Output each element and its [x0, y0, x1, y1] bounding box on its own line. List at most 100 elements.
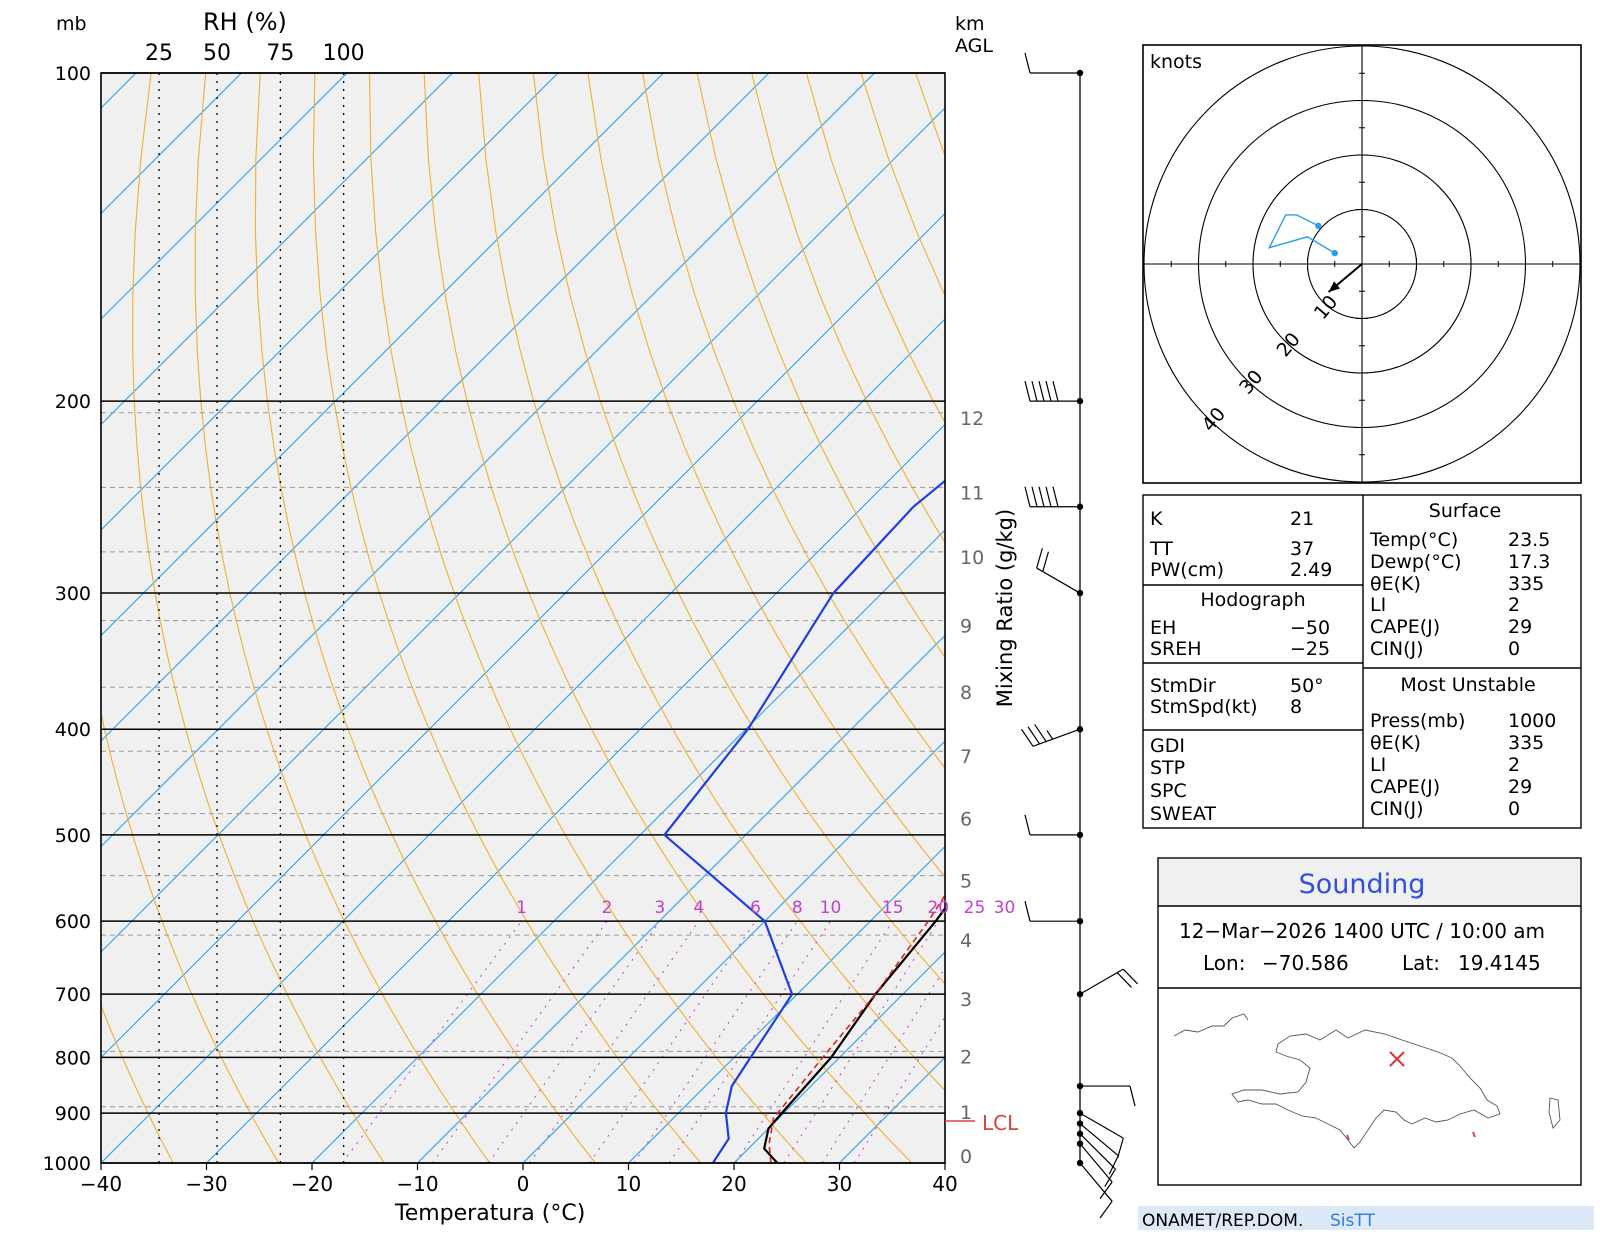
most-unstable-header: Most Unstable	[1400, 674, 1535, 696]
wind-barb-shaft	[1079, 1162, 1113, 1202]
wind-barb	[1076, 1109, 1124, 1159]
height-tick-label: 2	[960, 1046, 972, 1068]
mixing-ratio-line	[432, 920, 608, 1163]
isotherm-line	[101, 73, 875, 848]
pressure-tick-label: 100	[55, 63, 91, 85]
rh-label: RH (%)	[203, 8, 287, 36]
gdi-label: GDI	[1150, 735, 1185, 757]
wind-barb-flag	[1020, 728, 1034, 747]
footer-brand: SisTT	[1330, 1211, 1375, 1231]
surface-header: Surface	[1429, 500, 1501, 522]
dry-adiabat-line	[641, 73, 945, 770]
wind-barb-flag	[1034, 724, 1047, 742]
wind-barb-shaft	[1079, 968, 1124, 995]
dry-adiabat-line	[132, 73, 385, 1163]
stmdir-label: StmDir	[1150, 675, 1216, 697]
wind-barb-flag	[1024, 52, 1031, 74]
mu-press-value: 1000	[1508, 710, 1556, 732]
wind-barb-strip	[1020, 52, 1139, 1219]
mu-cin-label: CIN(J)	[1370, 798, 1424, 820]
mixing-ratio-axis-label: Mixing Ratio (g/kg)	[993, 509, 1017, 707]
dry-adiabat-line	[478, 73, 945, 1092]
mixing-ratio-label: 3	[654, 898, 665, 918]
footer-org: ONAMET/REP.DOM.	[1142, 1211, 1303, 1231]
dry-adiabat-line	[423, 73, 913, 1163]
li-value: 2	[1508, 594, 1520, 616]
isotherm-line	[522, 740, 945, 1163]
mixing-ratio-line	[589, 920, 756, 1163]
wind-barb	[1076, 1140, 1113, 1200]
pressure-tick-label: 300	[55, 583, 91, 605]
isotherm-line	[417, 634, 945, 1163]
wind-barb	[1024, 380, 1084, 405]
mixing-ratio-label: 25	[964, 898, 986, 918]
pressure-tick-label: 200	[55, 391, 91, 413]
isotherm-line	[101, 73, 770, 742]
stmdir-value: 50°	[1290, 675, 1324, 697]
eh-label: EH	[1150, 617, 1176, 639]
wind-barb-flag	[1024, 380, 1031, 402]
stmspd-label: StmSpd(kt)	[1150, 696, 1257, 718]
wind-barb-flag	[1031, 380, 1038, 402]
wind-barb-shaft	[1079, 1133, 1116, 1170]
isotherm-line	[101, 73, 559, 531]
temperature-profile-line	[763, 906, 945, 1163]
pressure-tick-label: 600	[55, 911, 91, 933]
rh-tick-label: 25	[145, 41, 173, 66]
dry-adiabat-line	[194, 73, 491, 1163]
wind-barb-flag	[1031, 486, 1038, 507]
parcel-trajectory-line	[768, 893, 945, 1163]
height-tick-label: 8	[960, 682, 972, 704]
wind-barb-shaft	[1079, 1123, 1119, 1157]
info-datetime: 12−Mar−2026 1400 UTC / 10:00 am	[1179, 919, 1545, 943]
wind-barb	[1020, 724, 1084, 747]
mixing-ratio-label: 20	[927, 898, 949, 918]
wind-barb-flag	[1024, 814, 1031, 836]
hodograph-end-point	[1315, 222, 1322, 230]
isotherm-line	[628, 845, 945, 1163]
skewt-panel: 1 2 3 4 6 8 10 15 20 25 30100200300400500600700800…	[43, 8, 1019, 1226]
cin-label: CIN(J)	[1370, 638, 1424, 660]
wind-barb-shaft	[1079, 1112, 1124, 1139]
lat-value: 19.4145	[1458, 951, 1541, 975]
dewp-label: Dewp(°C)	[1370, 551, 1462, 573]
wind-barb-flag	[1038, 486, 1045, 507]
info-title-bar	[1159, 859, 1580, 906]
pressure-tick-label: 800	[55, 1047, 91, 1069]
wind-barb	[1076, 1130, 1116, 1188]
x-tick-label: −10	[396, 1172, 438, 1196]
k-label: K	[1150, 508, 1163, 530]
map-coastline-puerto-rico	[1548, 1097, 1561, 1129]
wind-barb-flag	[1108, 1155, 1119, 1175]
pressure-tick-label: 500	[55, 825, 91, 847]
wind-barb	[1076, 1120, 1119, 1175]
hodograph-header: Hodograph	[1200, 589, 1305, 611]
x-axis-label: Temperatura (°C)	[394, 1201, 585, 1226]
rh-tick-label: 100	[323, 41, 365, 66]
footer-background	[1138, 1206, 1594, 1230]
temp-value: 23.5	[1508, 529, 1550, 551]
sreh-label: SREH	[1150, 638, 1202, 660]
cin-value: 0	[1508, 638, 1520, 660]
height-tick-label: 9	[960, 616, 972, 638]
wind-barb-flag	[1038, 380, 1045, 402]
height-tick-label: 1	[960, 1102, 972, 1124]
wind-barb	[1024, 814, 1084, 839]
height-tick-label: 3	[960, 989, 972, 1011]
isotherm-line	[101, 73, 348, 320]
x-tick-label: 0	[517, 1172, 530, 1196]
mixing-ratio-label: 4	[693, 898, 704, 918]
mu-li-label: LI	[1370, 754, 1386, 776]
wind-barb-flag	[1116, 972, 1133, 988]
wind-barb-flag	[1045, 486, 1052, 507]
skewt-profiles	[662, 479, 945, 1163]
mixing-ratio-label: 2	[602, 898, 613, 918]
wind-barb-flag	[1024, 901, 1031, 922]
x-tick-label: 10	[616, 1172, 641, 1196]
li-label: LI	[1370, 594, 1386, 616]
wind-barb-flag	[1036, 548, 1043, 569]
pw-label: PW(cm)	[1150, 559, 1224, 581]
wind-barb-flag	[1052, 486, 1059, 507]
k-value: 21	[1290, 508, 1314, 530]
mixing-ratio-label: 30	[994, 898, 1016, 918]
